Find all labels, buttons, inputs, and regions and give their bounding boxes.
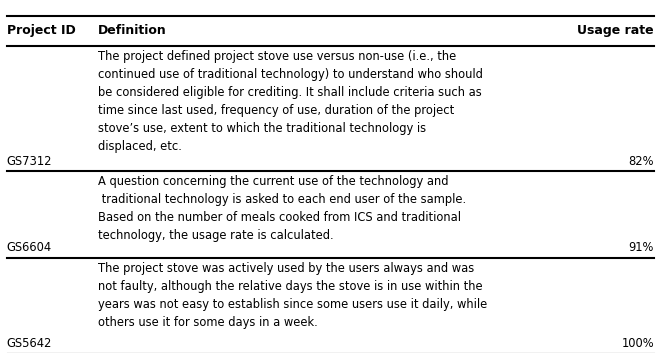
Text: 91%: 91% [629,241,654,254]
Text: GS7312: GS7312 [7,155,52,168]
Text: The project stove was actively used by the users always and was
not faulty, alth: The project stove was actively used by t… [98,262,487,329]
Text: GS6604: GS6604 [7,241,52,254]
Text: Definition: Definition [98,24,167,37]
Text: Project ID: Project ID [7,24,76,37]
Text: GS5642: GS5642 [7,337,52,349]
Text: Usage rate: Usage rate [578,24,654,37]
Text: 100%: 100% [622,337,654,349]
Text: 82%: 82% [629,155,654,168]
Text: A question concerning the current use of the technology and
 traditional technol: A question concerning the current use of… [98,175,466,243]
Text: The project defined project stove use versus non-use (i.e., the
continued use of: The project defined project stove use ve… [98,50,483,153]
